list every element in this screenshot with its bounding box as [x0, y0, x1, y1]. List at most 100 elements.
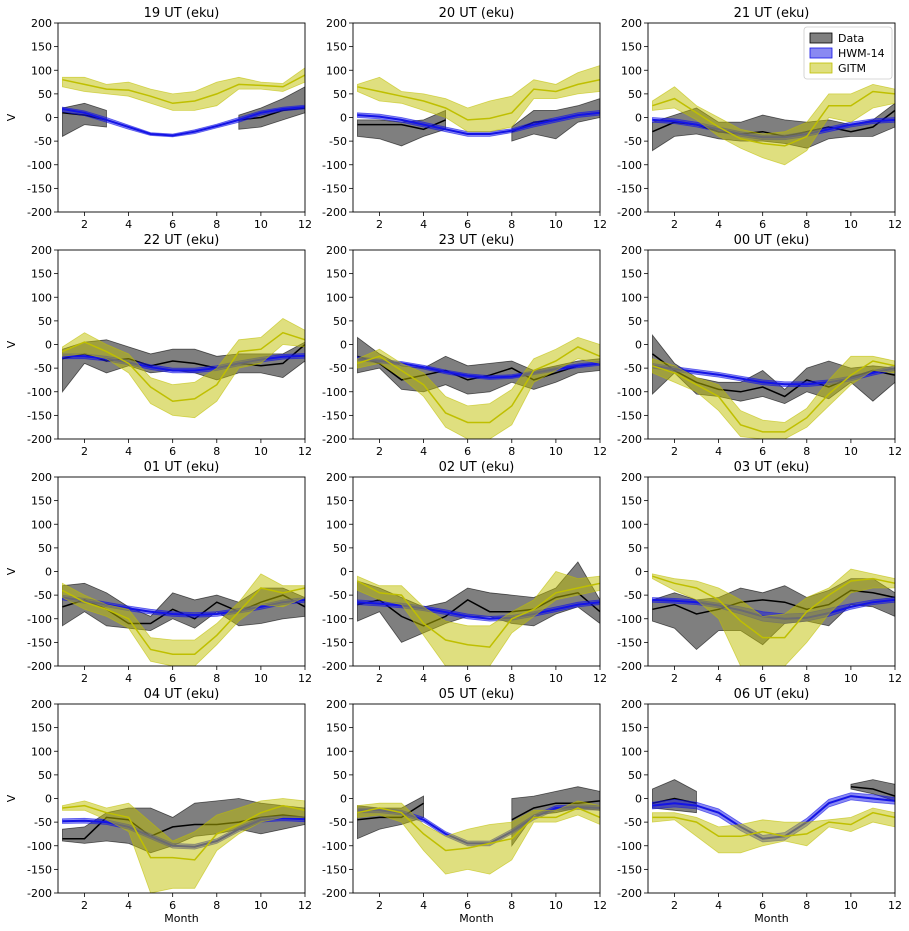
x-tick-label: 2 — [671, 672, 678, 685]
subplot-6: 2 4 6 8 10 12 -200 -150 -100 -50 0 50 100 150 200 01 UT… — [5, 460, 312, 685]
subplot-4: 2 4 6 8 10 12 -200 -150 -100 -50 0 50 100 150 200 23 UT… — [322, 233, 607, 458]
x-tick-label: 6 — [169, 899, 176, 912]
y-tick-label: 50 — [333, 542, 347, 555]
y-tick-label: 200 — [621, 17, 642, 30]
x-tick-label: 2 — [376, 672, 383, 685]
y-tick-label: -50 — [34, 362, 52, 375]
subplot-5: 2 4 6 8 10 12 -200 -150 -100 -50 0 50 100 150 200 00 UT… — [617, 233, 902, 458]
x-tick-label: 2 — [376, 445, 383, 458]
y-tick-label: -100 — [27, 613, 52, 626]
y-tick-label: -100 — [27, 386, 52, 399]
y-tick-label: -150 — [322, 636, 347, 649]
y-tick-label: 0 — [45, 339, 52, 352]
y-tick-label: 50 — [333, 315, 347, 328]
y-tick-label: -50 — [329, 589, 347, 602]
line-gitm — [652, 360, 895, 433]
x-tick-label: 6 — [464, 672, 471, 685]
plot-area — [62, 318, 305, 419]
x-tick-label: 8 — [508, 672, 515, 685]
x-tick-label: 8 — [803, 445, 810, 458]
x-tick-label: 10 — [549, 899, 563, 912]
y-tick-label: -100 — [617, 159, 642, 172]
y-tick-label: 50 — [38, 315, 52, 328]
band-data — [652, 102, 895, 152]
y-tick-label: -50 — [624, 135, 642, 148]
y-tick-label: -50 — [624, 589, 642, 602]
y-tick-label: -200 — [27, 433, 52, 446]
y-tick-label: -200 — [617, 660, 642, 673]
band-gitm — [62, 318, 305, 419]
y-tick-label: 100 — [621, 745, 642, 758]
y-tick-label: -200 — [322, 206, 347, 219]
y-tick-label: 50 — [38, 542, 52, 555]
y-tick-label: 200 — [31, 698, 52, 711]
y-tick-label: 100 — [31, 291, 52, 304]
y-tick-label: -150 — [322, 182, 347, 195]
subplot-9: 2 4 6 8 10 12 -200 -150 -100 -50 0 50 100 150 200 04 UT… — [5, 687, 312, 925]
x-tick-label: 10 — [549, 445, 563, 458]
y-tick-label: 150 — [31, 268, 52, 281]
y-tick-label: 0 — [635, 793, 642, 806]
y-tick-label: -50 — [329, 135, 347, 148]
plot-area — [62, 573, 305, 666]
line-gitm — [62, 331, 305, 402]
y-tick-label: 200 — [326, 17, 347, 30]
x-tick-label: 4 — [125, 445, 132, 458]
legend-label: HWM-14 — [838, 47, 885, 60]
x-tick-label: 4 — [715, 899, 722, 912]
subplot-title: 21 UT (eku) — [734, 6, 810, 21]
x-axis-label: Month — [459, 912, 494, 925]
y-tick-label: 150 — [326, 722, 347, 735]
x-tick-label: 10 — [549, 672, 563, 685]
y-tick-label: 150 — [621, 268, 642, 281]
y-tick-label: -100 — [617, 840, 642, 853]
y-tick-label: -50 — [34, 589, 52, 602]
y-tick-label: 0 — [45, 112, 52, 125]
x-tick-label: 4 — [420, 445, 427, 458]
x-tick-label: 4 — [125, 672, 132, 685]
x-tick-label: 8 — [213, 445, 220, 458]
y-tick-label: 50 — [628, 88, 642, 101]
subplot-title: 02 UT (eku) — [439, 460, 515, 475]
y-tick-label: -100 — [322, 386, 347, 399]
subplot-title: 04 UT (eku) — [144, 687, 220, 702]
plot-area — [652, 779, 895, 854]
x-tick-label: 10 — [549, 218, 563, 231]
x-tick-label: 10 — [844, 672, 858, 685]
x-tick-label: 6 — [759, 445, 766, 458]
x-tick-label: 2 — [81, 899, 88, 912]
subplot-title: 03 UT (eku) — [734, 460, 810, 475]
plot-area — [357, 65, 600, 147]
y-tick-label: 200 — [621, 471, 642, 484]
y-tick-label: 0 — [635, 112, 642, 125]
legend: Data HWM-14 GITM — [803, 26, 893, 80]
band-gitm — [357, 800, 600, 875]
y-tick-label: 150 — [31, 495, 52, 508]
plot-area — [652, 568, 895, 666]
y-tick-label: 100 — [31, 518, 52, 531]
x-tick-label: 6 — [759, 899, 766, 912]
x-tick-label: 8 — [803, 218, 810, 231]
y-tick-label: -100 — [27, 840, 52, 853]
x-tick-label: 12 — [298, 899, 312, 912]
y-tick-label: -50 — [329, 816, 347, 829]
y-tick-label: 0 — [340, 566, 347, 579]
y-tick-label: 150 — [326, 268, 347, 281]
y-tick-label: 100 — [621, 291, 642, 304]
x-tick-label: 4 — [715, 218, 722, 231]
y-tick-label: -150 — [27, 182, 52, 195]
band-gitm — [357, 336, 600, 439]
line-hwm-14 — [357, 111, 600, 135]
x-tick-label: 12 — [888, 445, 902, 458]
line-hwm-14 — [357, 601, 600, 620]
y-tick-label: -150 — [27, 636, 52, 649]
y-tick-label: -200 — [322, 887, 347, 900]
y-tick-label: -100 — [617, 386, 642, 399]
x-tick-label: 2 — [671, 899, 678, 912]
y-tick-label: 150 — [31, 41, 52, 54]
x-tick-label: 6 — [759, 218, 766, 231]
subplot-title: 20 UT (eku) — [439, 6, 515, 21]
band-gitm — [357, 571, 600, 666]
y-tick-label: 100 — [326, 745, 347, 758]
